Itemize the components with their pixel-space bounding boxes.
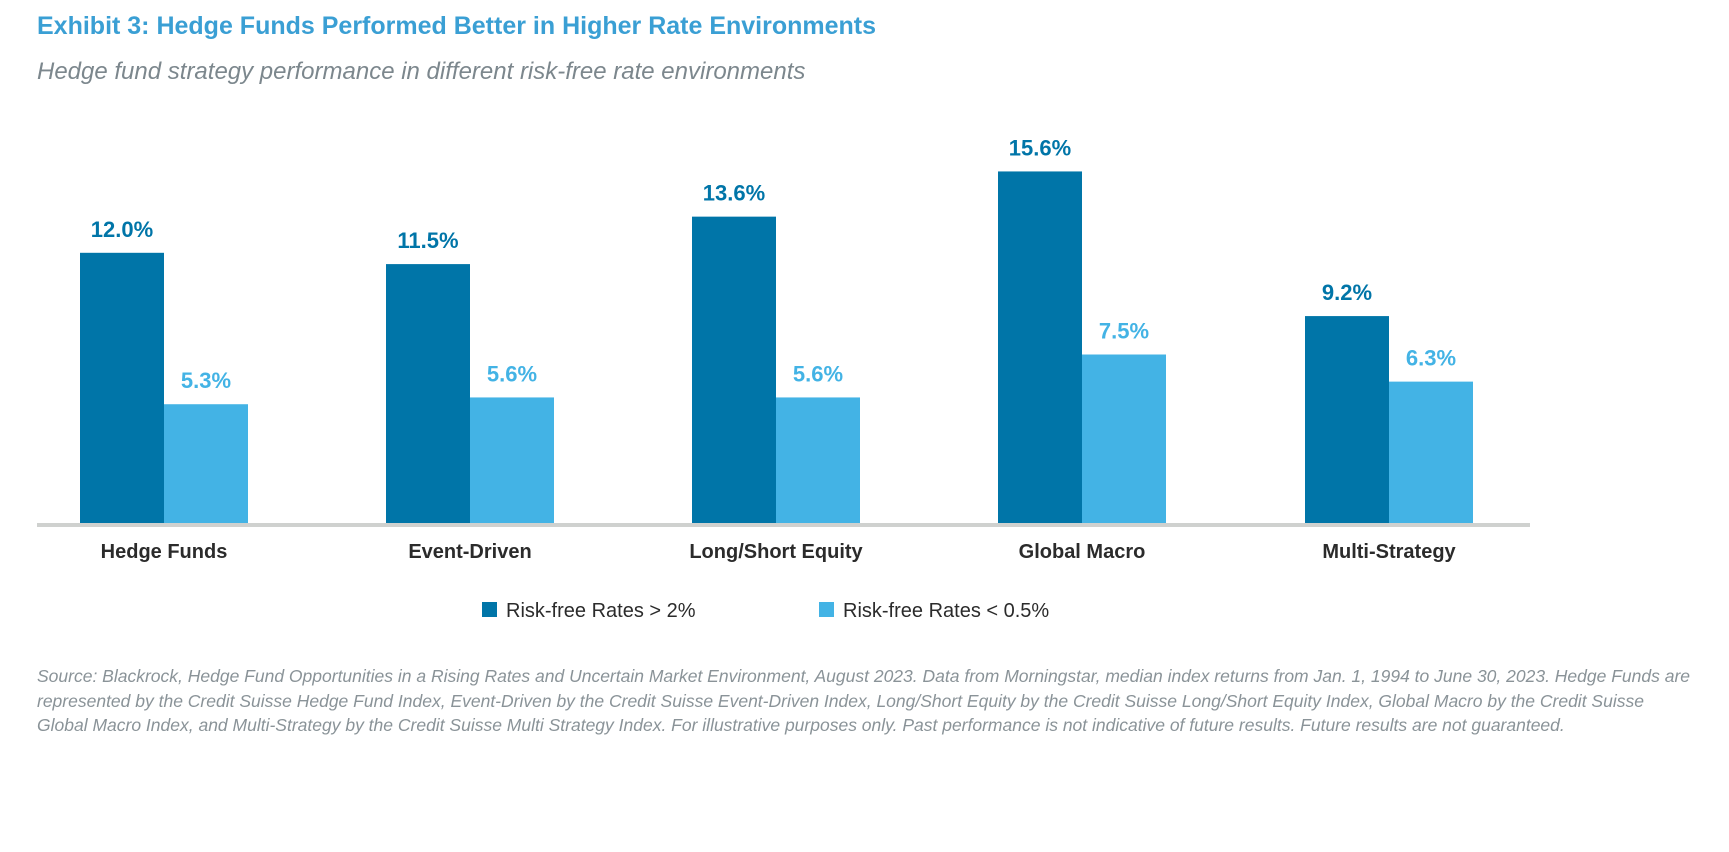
data-label: 12.0% [91, 217, 153, 242]
bar [164, 404, 248, 524]
x-axis-line [37, 523, 1530, 527]
legend-label: Risk-free Rates > 2% [506, 600, 696, 622]
chart-subtitle: Hedge fund strategy performance in diffe… [37, 58, 806, 85]
bar [1305, 316, 1389, 524]
data-label: 9.2% [1322, 280, 1372, 305]
data-label: 7.5% [1099, 319, 1149, 344]
data-label: 6.3% [1406, 346, 1456, 371]
category-label: Global Macro [1019, 541, 1146, 563]
bar [692, 216, 776, 524]
category-label: Event-Driven [408, 541, 531, 563]
data-label: 11.5% [397, 228, 458, 253]
data-label: 15.6% [1009, 135, 1071, 160]
category-label: Hedge Funds [101, 541, 228, 563]
data-label: 5.6% [793, 361, 843, 386]
bar [1389, 381, 1473, 524]
data-label: 13.6% [703, 181, 765, 206]
bar [470, 397, 554, 524]
category-label: Multi-Strategy [1322, 541, 1456, 563]
bar [386, 264, 470, 524]
bar [1082, 354, 1166, 524]
category-label: Long/Short Equity [689, 541, 863, 563]
bar [80, 252, 164, 525]
bar [776, 397, 860, 524]
data-label: 5.6% [487, 361, 537, 386]
legend-swatch [819, 602, 834, 617]
legend-label: Risk-free Rates < 0.5% [843, 600, 1049, 622]
data-label: 5.3% [181, 368, 231, 393]
source-note: Source: Blackrock, Hedge Fund Opportunit… [37, 666, 1691, 735]
bar [998, 171, 1082, 524]
legend-swatch [482, 602, 497, 617]
chart-title: Exhibit 3: Hedge Funds Performed Better … [37, 12, 877, 40]
